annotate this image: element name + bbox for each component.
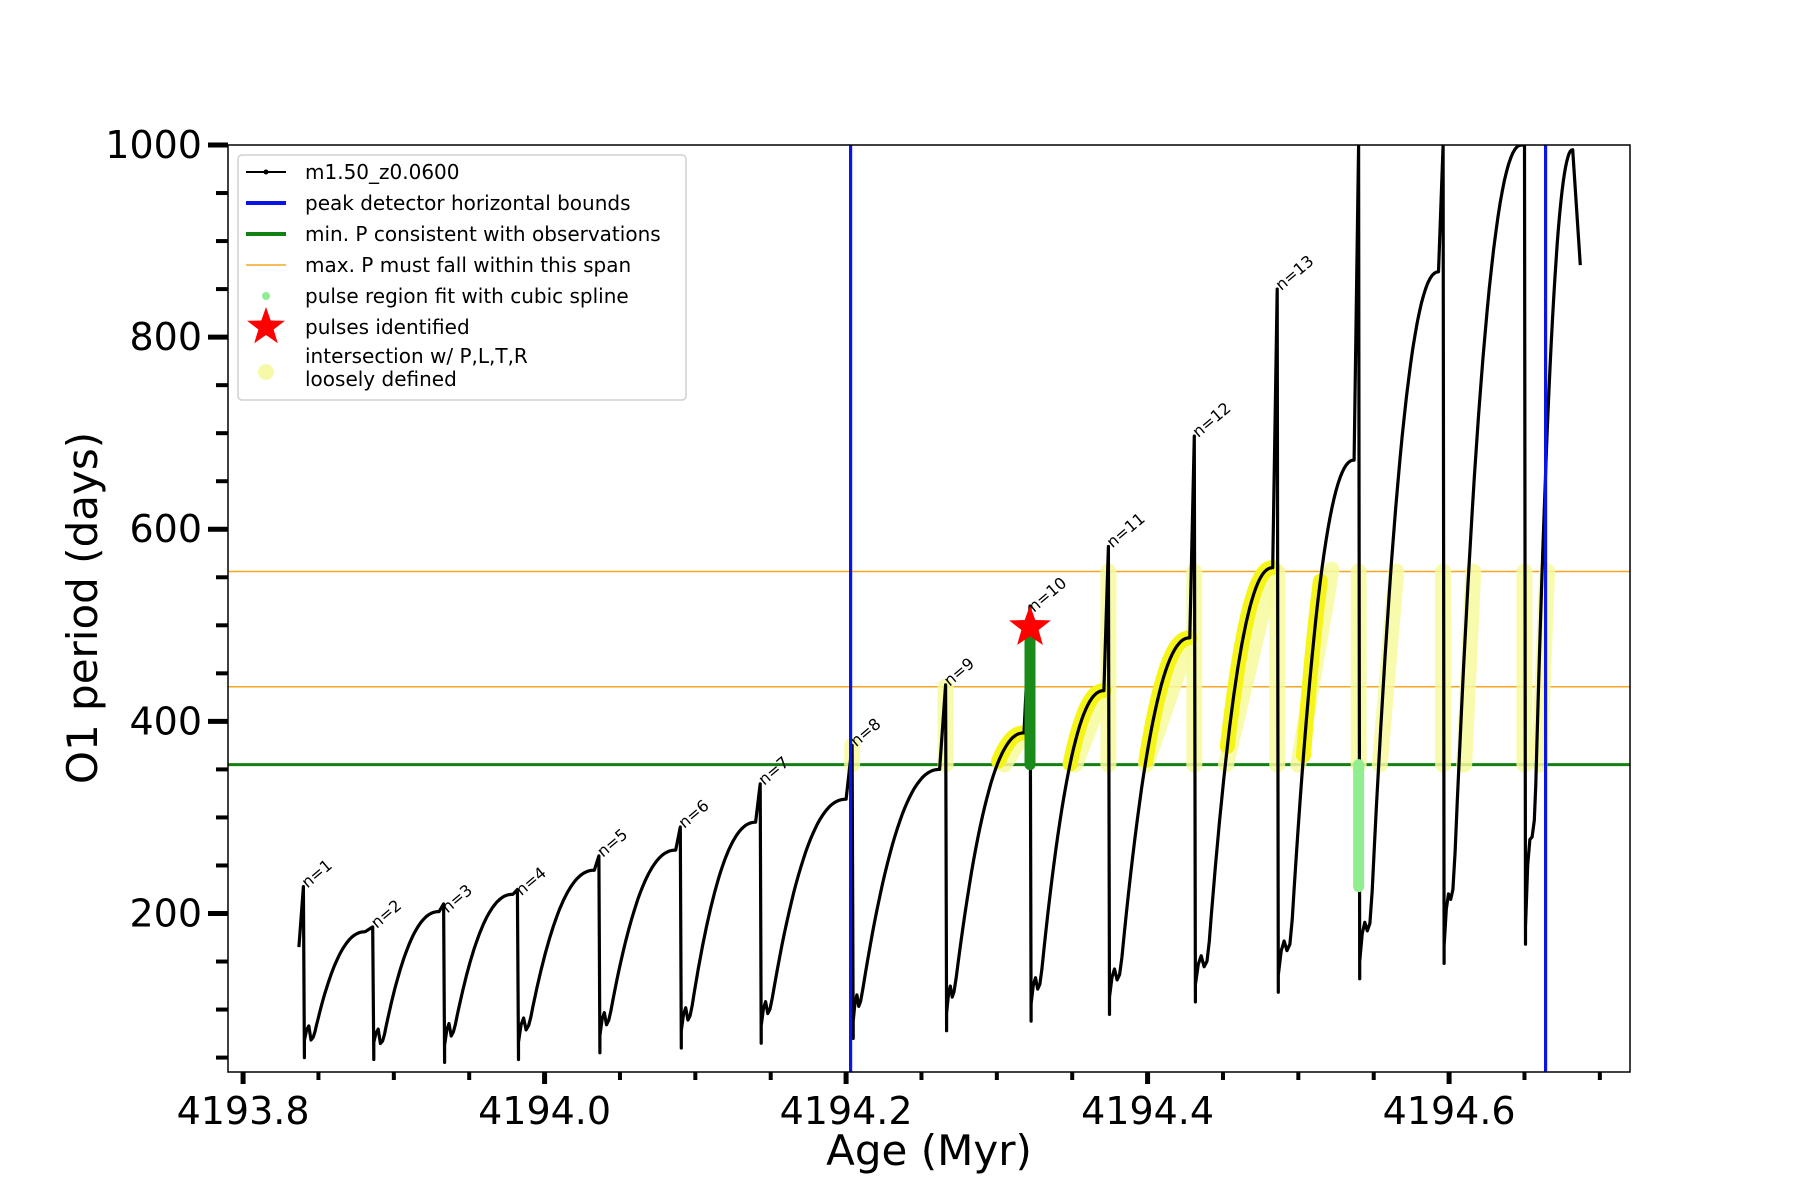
peak-detector-bounds [849,145,1548,1072]
x-tick-label-0: 4193.8 [177,1089,310,1133]
legend-box [237,154,687,401]
y-tick-label-0: 200 [129,891,202,935]
legend-swatch-6 [258,364,274,380]
loose-marker-13 [1456,563,1482,773]
legend-swatch-dot-0 [263,169,269,175]
legend-label-0: m1.50_z0.0600 [305,160,460,184]
legend-label-6-1: loosely defined [305,367,457,391]
x-axis-title: Age (Myr) [826,1126,1032,1175]
x-tick-label-1: 4194.0 [478,1089,611,1133]
x-axis: 4193.8 4194.0 4194.2 4194.4 4194.6 [177,1072,1602,1133]
horizontal-bounds [228,570,1630,767]
period-track [297,145,1582,1065]
legend-swatch-4 [262,292,270,300]
loose-marker-11 [1371,563,1405,773]
pulse-label-12: n=13 [1272,251,1318,294]
legend-label-5: pulses identified [305,315,470,339]
pulses-identified [1009,605,1051,645]
x-tick-label-3: 4194.4 [1081,1089,1214,1133]
spline-fit-regions [1024,619,1365,893]
y-axis-title: O1 period (days) [58,432,107,784]
y-tick-label-2: 600 [129,507,202,551]
pulse-label-11: n=12 [1189,398,1235,441]
legend-label-1: peak detector horizontal bounds [305,191,631,215]
pulse-label-10: n=11 [1103,509,1149,552]
pulse-label-9: n=10 [1024,573,1070,616]
pulse-star-0 [1009,605,1051,645]
legend-label-3: max. P must fall within this span [305,253,631,277]
x-tick-label-2: 4194.2 [780,1089,913,1133]
y-tick-label-1: 400 [129,699,202,743]
x-tick-label-4: 4194.6 [1383,1089,1516,1133]
y-tick-label-3: 800 [129,315,202,359]
legend-label-4: pulse region fit with cubic spline [305,284,629,308]
plot-frame [227,144,1631,1073]
legend-label-6-0: intersection w/ P,L,T,R [305,344,528,368]
legend-swatch-5 [247,307,285,344]
legend-label-2: min. P consistent with observations [305,222,661,246]
y-tick-label-4: 1000 [105,123,202,167]
period-track-line [297,145,1582,1065]
y-axis: 200 400 600 800 1000 [105,123,228,1060]
